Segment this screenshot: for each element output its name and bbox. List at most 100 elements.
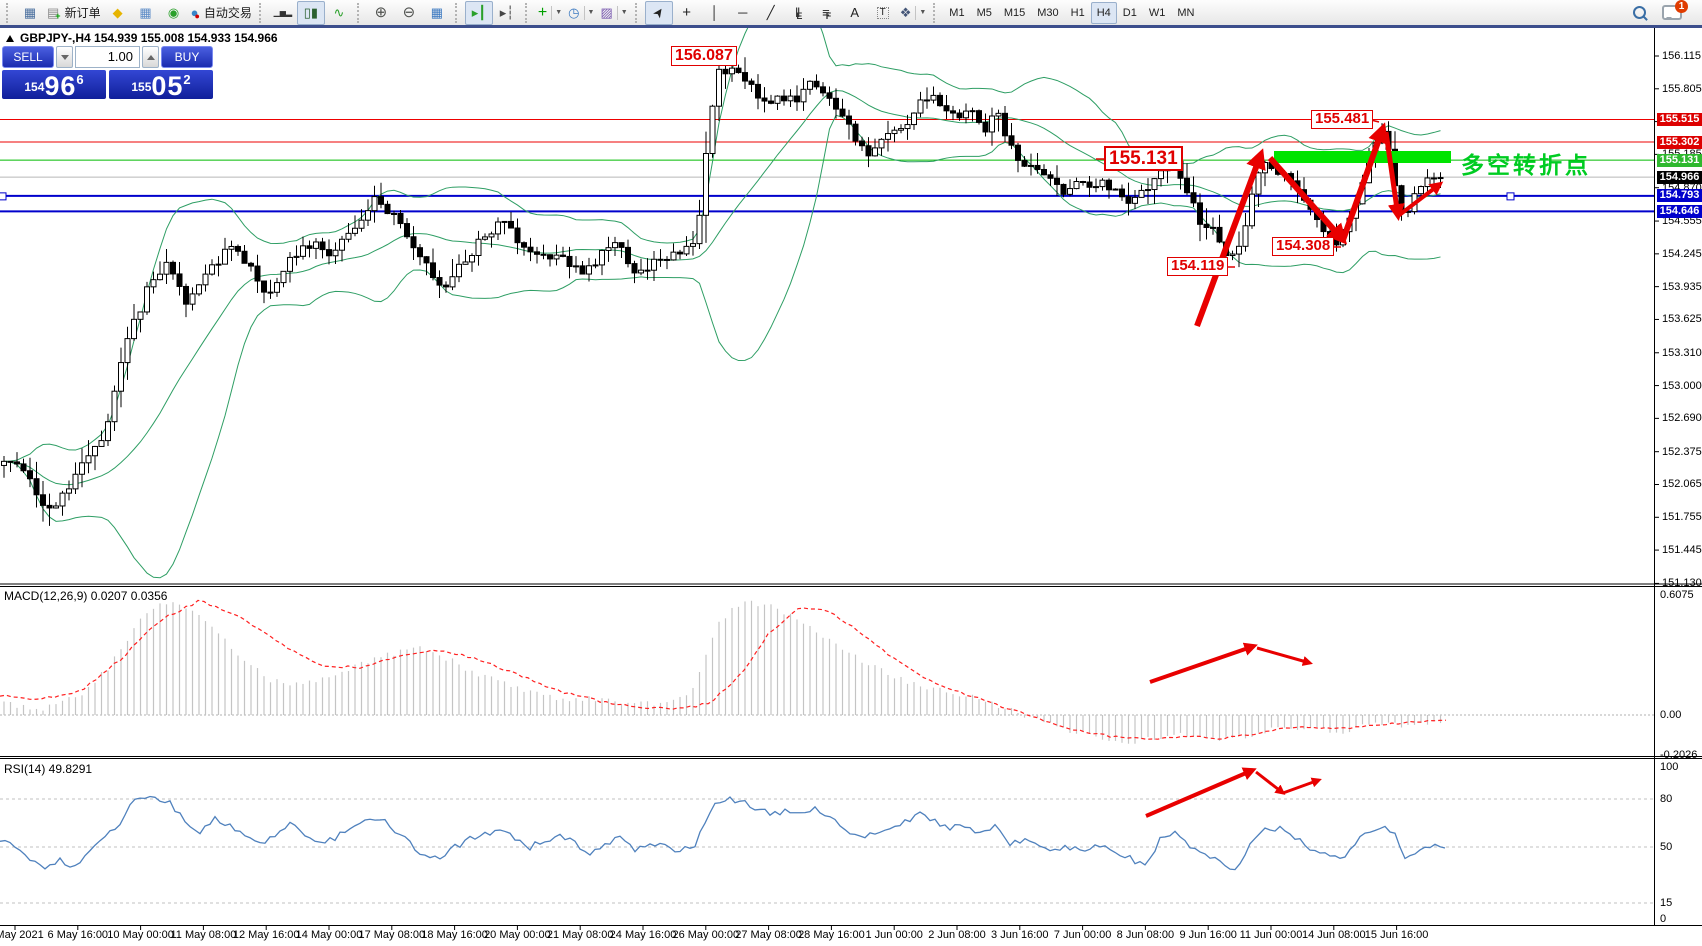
macd-axis-label: 0.6075 [1660,589,1694,602]
buy-price[interactable]: 155 05 2 [109,70,213,100]
chart-window-icon: ▦ [139,5,152,20]
price-axis-badge: 154.793 [1657,189,1702,203]
new-chart-icon: ▦ [23,5,37,20]
arrows-tool-dropdown-icon[interactable]: ▼ [915,5,926,20]
line-handle[interactable] [1506,192,1515,201]
price-axis-tick: 151.755 [1662,511,1702,524]
chat-icon[interactable]: 1 [1662,0,1688,20]
indicators-button[interactable]: + ▼ [535,1,565,25]
arrows-tool-button[interactable]: ❖ ▼ [897,1,930,25]
macd-signal-line [0,599,1447,740]
search-icon[interactable] [1633,6,1646,19]
timeframe-mn-button[interactable]: MN [1177,6,1195,19]
price-axis-tick: 151.130 [1662,577,1702,590]
equidistant-channel-button[interactable]: ‖ E [785,1,813,25]
line-chart-button[interactable]: ∿ [325,1,353,25]
timeframe-d1-button[interactable]: D1 [1122,6,1137,19]
rsi-line [0,795,1446,871]
timeframe-h4-button[interactable]: H4 [1090,1,1117,24]
time-axis-label: 27 May 08:00 [735,929,802,941]
chart-window-button[interactable]: ▦ [132,1,160,25]
macd-indicator-label: MACD(12,26,9) 0.0207 0.0356 [4,589,168,603]
time-axis-label: 28 May 16:00 [798,929,865,941]
chart-shift-button[interactable]: ▸┆ [493,1,521,25]
autotrading-button[interactable]: ● ● 自动交易 [188,1,255,25]
new-order-icon: ▤ [47,5,60,20]
trendline-icon: ╱ [766,5,775,20]
time-axis-label: 15 Jun 16:00 [1364,929,1429,941]
timeframe-m30-button[interactable]: M30 [1037,6,1059,19]
price-axis-tick: 151.445 [1662,544,1702,557]
macd-axis-label: 0.00 [1660,709,1682,721]
price-annotation-label: 155.131 [1104,146,1183,172]
new-chart-button[interactable]: ▦ [16,1,44,25]
zoom-out-button[interactable]: ⊖ [395,1,423,25]
crosshair-button[interactable]: + [673,1,701,25]
volume-increase-button[interactable] [142,46,159,68]
macd-arrow [1256,646,1313,666]
price-axis-tick: 153.310 [1662,346,1702,359]
collapse-arrow-icon[interactable] [6,34,14,42]
timeframe-m15-button[interactable]: M15 [1003,6,1026,19]
time-axis-label: 26 May 00:00 [672,929,740,941]
periods-button[interactable]: ◷ ▼ [565,1,597,25]
periods-icon: ◷ [568,5,580,20]
text-label-button[interactable]: T [869,1,897,25]
macd-arrow [1149,642,1258,684]
templates-dropdown-icon[interactable]: ▼ [616,5,628,20]
templates-icon: ▨ [600,5,613,20]
time-axis-label: 7 Jun 00:00 [1053,929,1112,941]
candlestick-chart-button[interactable]: ▯▮ [296,0,325,25]
indicators-dropdown-icon[interactable]: ▼ [551,5,562,20]
crosshair-icon: + [682,4,692,21]
new-order-button[interactable]: ▤ + 新订单 [44,1,104,25]
autotrading-sub-icon: ● [194,11,200,21]
periods-dropdown-icon[interactable]: ▼ [583,5,594,20]
fibonacci-button[interactable]: ≡ F [813,1,841,25]
line-handle[interactable] [0,192,7,201]
price-annotation-label: 156.087 [671,46,737,66]
indicators-icon: + [537,3,548,21]
arrows-tool-icon: ❖ [899,5,912,20]
cursor-button[interactable]: ➤ [644,0,673,25]
horizontal-line-button[interactable]: ─ [729,1,757,25]
timeframe-m5-button[interactable]: M5 [976,6,992,19]
templates-button[interactable]: ▨ ▼ [597,1,630,25]
toolbar-separator [454,2,461,23]
rsi-arrow [1145,767,1257,818]
text-button[interactable]: A [841,1,869,25]
bar-chart-button[interactable]: ▁▅▂ [269,1,297,25]
profiles-button[interactable]: ◆ [104,1,132,25]
line-chart-icon: ∿ [333,5,345,20]
tile-windows-button[interactable]: ▦ [423,1,451,25]
vertical-line-button[interactable]: │ [701,1,729,25]
sell-button[interactable]: SELL [2,46,54,68]
trendline-button[interactable]: ╱ [757,1,785,25]
price-axis-tick: 153.625 [1662,313,1702,326]
vertical-line-icon: │ [710,5,719,20]
time-axis-label: 11 May 08:00 [170,929,237,941]
toolbar: ▦ ▤ + 新订单 ◆ ▦ ◉ ● ● 自动交易 ▁▅▂ ▯▮ ∿ ⊕ ⊖ ▦ ▸┃ ▸┆ + ▼ ◷ ▼ ▨ ▼ ➤ + │ ─ ╱ ‖… [0,0,1702,28]
signals-button[interactable]: ◉ [160,1,188,25]
rsi-arrow [1255,770,1286,795]
buy-button[interactable]: BUY [161,46,213,68]
price-axis-tick: 155.805 [1662,82,1702,95]
zoom-in-button[interactable]: ⊕ [367,1,395,25]
time-axis-label: 9 Jun 16:00 [1179,929,1237,941]
auto-scroll-button[interactable]: ▸┃ [464,0,493,25]
volume-input[interactable]: 1.00 [75,46,140,68]
price-axis-tick: 152.375 [1662,445,1702,458]
autotrading-label: 自动交易 [203,6,252,20]
trend-arrow [1383,131,1405,222]
timeframe-h1-button[interactable]: H1 [1070,6,1085,19]
text-label-icon: T [876,6,889,19]
timeframe-w1-button[interactable]: W1 [1148,6,1166,19]
timeframe-m1-button[interactable]: M1 [949,6,965,19]
one-click-trading-panel: SELL 1.00 BUY 154 96 6 155 05 2 [2,46,213,100]
sell-price[interactable]: 154 96 6 [2,70,106,100]
volume-decrease-button[interactable] [56,46,73,68]
chat-badge: 1 [1675,0,1688,13]
price-axis-tick: 153.935 [1662,280,1702,293]
autotrading-icon: ● [190,5,199,20]
